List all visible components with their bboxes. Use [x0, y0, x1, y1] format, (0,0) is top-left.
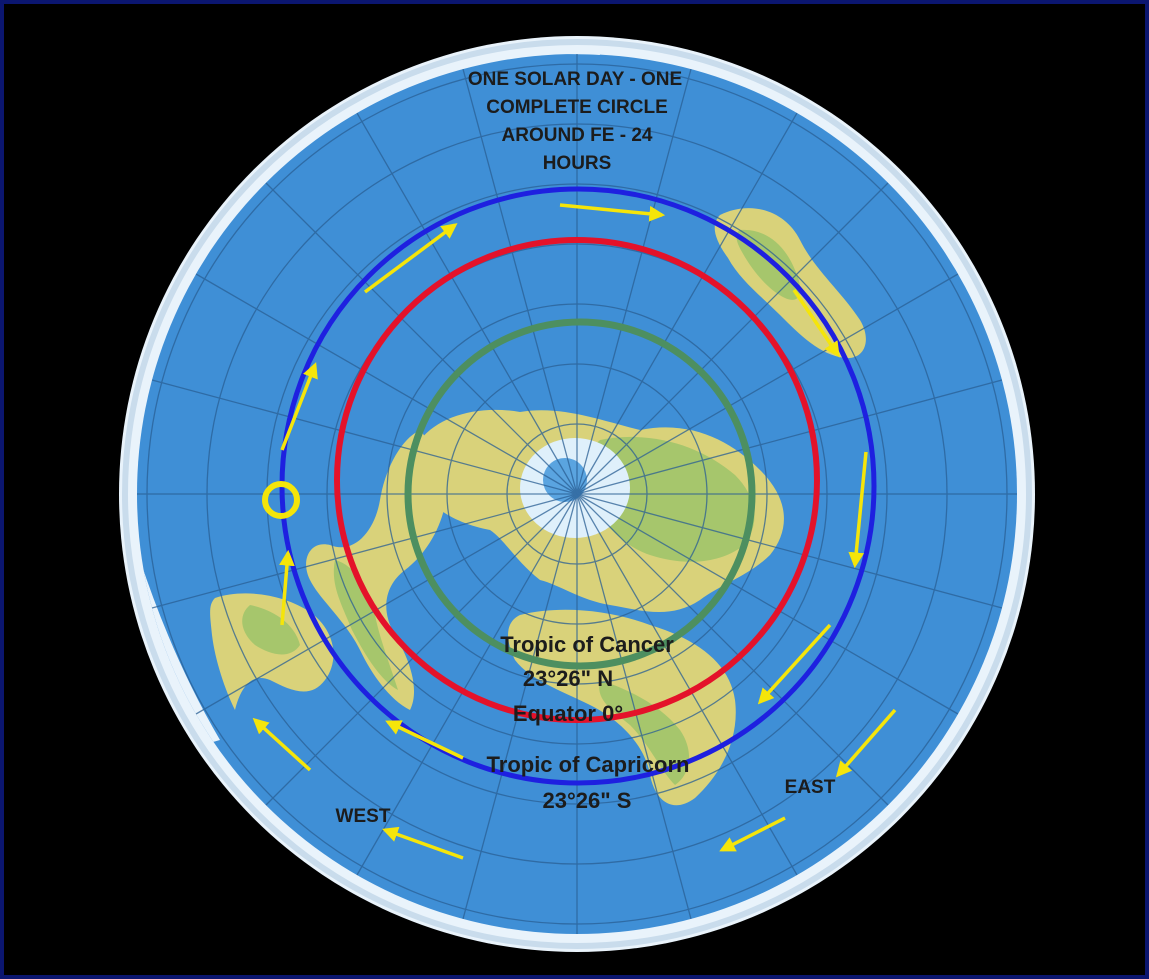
tropic-of-capricorn-label: Tropic of Capricorn	[487, 752, 690, 777]
equator-label: Equator 0°	[513, 701, 623, 726]
motion-arrow-icon	[835, 708, 897, 778]
tropic-of-cancer-latitude: 23°26" N	[523, 666, 613, 691]
motion-arrow-icon	[280, 362, 318, 451]
land-north-america-green	[333, 560, 398, 690]
west-label: WEST	[336, 806, 391, 827]
tropic-of-cancer-circle	[404, 318, 756, 670]
motion-arrow-icon	[792, 289, 840, 358]
title-line-3: AROUND FE - 24	[502, 125, 653, 146]
ice-rim-shade	[122, 39, 1032, 949]
title-line-1: ONE SOLAR DAY - ONE	[468, 69, 682, 90]
tropic-of-cancer-label: Tropic of Cancer	[500, 632, 674, 657]
motion-arrow-icon	[719, 816, 786, 852]
land-south-america-green	[242, 605, 300, 655]
motion-arrow-icon	[382, 826, 464, 860]
motion-arrow-icon	[385, 720, 464, 760]
graticule	[137, 54, 1017, 934]
motion-arrow-icon	[757, 623, 832, 705]
east-label: EAST	[785, 777, 836, 798]
tropic-of-capricorn-latitude: 23°26" S	[543, 788, 632, 813]
motion-arrow-icon	[363, 223, 458, 294]
title-line-2: COMPLETE CIRCLE	[486, 97, 668, 118]
motion-arrow-icon	[559, 203, 666, 222]
title-line-4: HOURS	[543, 153, 612, 174]
motion-arrows	[252, 203, 897, 860]
land-africa-green	[599, 680, 690, 785]
sun-marker-icon	[262, 481, 300, 519]
motion-arrow-icon	[252, 717, 312, 772]
motion-arrow-icon	[848, 451, 868, 569]
motion-arrow-icon	[279, 549, 295, 626]
equator-circle	[334, 237, 820, 723]
landmasses	[137, 54, 866, 806]
